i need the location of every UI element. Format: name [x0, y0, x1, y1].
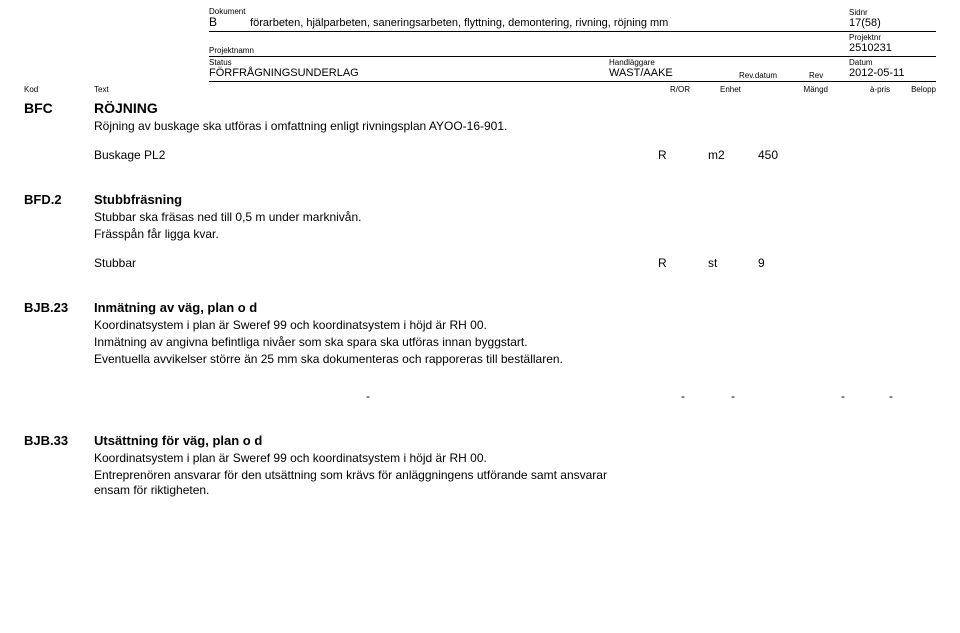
label-projektnamn: Projektnamn [209, 46, 849, 55]
bjb23-line3: Eventuella avvikelser större än 25 mm sk… [94, 352, 614, 367]
section-bfd2: BFD.2 Stubbfräsning Stubbar ska fräsas n… [24, 192, 936, 270]
col-kod: Kod [24, 85, 94, 94]
bfd2-item-enhet: st [708, 256, 758, 270]
cell-projektnamn: Projektnamn [209, 45, 849, 55]
col-mangd: Mängd [780, 85, 840, 94]
bjb23-dash-2: - [658, 389, 708, 403]
label-rev: Rev [809, 71, 849, 80]
bfd2-line1: Stubbar ska fräsas ned till 0,5 m under … [94, 210, 914, 225]
cell-handlaggare: Handläggare WAST/AAKE [609, 57, 739, 80]
cell-dokument: Dokument B förarbeten, hjälparbeten, san… [209, 6, 849, 30]
header-row-1: Dokument B förarbeten, hjälparbeten, san… [209, 6, 936, 32]
title-bjb33: Utsättning för väg, plan o d [94, 433, 914, 449]
cell-rev: Rev [809, 70, 849, 80]
cell-revdatum: Rev.datum [739, 70, 809, 80]
header-row-3: Status FÖRFRÅGNINGSUNDERLAG Handläggare … [209, 57, 936, 82]
bfc-item-label: Buskage PL2 [94, 148, 658, 162]
bjb23-dash-row: - - - - - [94, 389, 914, 403]
cell-datum: Datum 2012-05-11 [849, 57, 936, 80]
bfc-item-mangd: 450 [758, 148, 818, 162]
label-dokument: Dokument [209, 7, 849, 16]
value-datum: 2012-05-11 [849, 67, 936, 80]
bjb33-line1: Koordinatsystem i plan är Sweref 99 och … [94, 451, 914, 466]
bfc-item-belopp [868, 148, 914, 162]
bjb23-line1: Koordinatsystem i plan är Sweref 99 och … [94, 318, 914, 333]
bfc-item-ror: R [658, 148, 708, 162]
col-text: Text [94, 85, 670, 94]
section-bfc: BFC RÖJNING Röjning av buskage ska utför… [24, 100, 936, 162]
dokument-code: B [209, 15, 217, 29]
bfc-item-apris [818, 148, 868, 162]
cell-sidnr: Sidnr 17(58) [849, 7, 936, 30]
bjb23-dash-3: - [708, 389, 758, 403]
bjb33-line2: Entreprenören ansvarar för den utsättnin… [94, 468, 634, 498]
bfc-line1: Röjning av buskage ska utföras i omfattn… [94, 119, 914, 134]
label-handlaggare: Handläggare [609, 58, 739, 67]
code-bjb23: BJB.23 [24, 300, 94, 315]
col-enhet: Enhet [720, 85, 780, 94]
bfd2-item-row: Stubbar R st 9 [94, 256, 914, 270]
code-bfc: BFC [24, 100, 94, 116]
value-handlaggare: WAST/AAKE [609, 67, 739, 80]
label-sidnr: Sidnr [849, 8, 936, 17]
bjb23-dash-1: - [94, 389, 658, 403]
section-bjb23: BJB.23 Inmätning av väg, plan o d Koordi… [24, 300, 936, 403]
value-sidnr: 17(58) [849, 17, 936, 30]
body-area: BFC RÖJNING Röjning av buskage ska utför… [24, 100, 936, 518]
label-datum: Datum [849, 58, 936, 67]
bfd2-item-apris [818, 256, 868, 270]
code-bfd2: BFD.2 [24, 192, 94, 207]
title-bjb23: Inmätning av väg, plan o d [94, 300, 914, 316]
label-revdatum: Rev.datum [739, 71, 809, 80]
dokument-desc: förarbeten, hjälparbeten, saneringsarbet… [250, 17, 668, 29]
value-projektnr: 2510231 [849, 42, 936, 55]
bjb23-dash-4 [758, 389, 818, 403]
title-bfd2: Stubbfräsning [94, 192, 914, 208]
title-bfc: RÖJNING [94, 100, 914, 117]
cell-status: Status FÖRFRÅGNINGSUNDERLAG [209, 57, 609, 80]
col-ror: R/OR [670, 85, 720, 94]
value-status: FÖRFRÅGNINGSUNDERLAG [209, 67, 609, 80]
bfc-item-enhet: m2 [708, 148, 758, 162]
label-projektnr: Projektnr [849, 33, 936, 42]
bjb23-dash-5: - [818, 389, 868, 403]
cell-projektnr: Projektnr 2510231 [849, 32, 936, 55]
code-bjb33: BJB.33 [24, 433, 94, 448]
page: Dokument B förarbeten, hjälparbeten, san… [0, 0, 960, 633]
bjb23-dash-6: - [868, 389, 914, 403]
bfd2-line2: Frässpån får ligga kvar. [94, 227, 914, 242]
col-belopp: Belopp [890, 85, 936, 94]
col-apris: à-pris [840, 85, 890, 94]
bfd2-item-ror: R [658, 256, 708, 270]
header-row-2: Projektnamn Projektnr 2510231 [209, 32, 936, 57]
bfd2-item-mangd: 9 [758, 256, 818, 270]
bfd2-item-belopp [868, 256, 914, 270]
bjb23-line2: Inmätning av angivna befintliga nivåer s… [94, 335, 914, 350]
column-headers: Kod Text R/OR Enhet Mängd à-pris Belopp [24, 85, 936, 94]
bfc-item-row: Buskage PL2 R m2 450 [94, 148, 914, 162]
header-block: Dokument B förarbeten, hjälparbeten, san… [209, 6, 936, 82]
label-status: Status [209, 58, 609, 67]
value-dokument: B förarbeten, hjälparbeten, saneringsarb… [209, 16, 849, 30]
section-bjb33: BJB.33 Utsättning för väg, plan o d Koor… [24, 433, 936, 498]
bfd2-item-label: Stubbar [94, 256, 658, 270]
